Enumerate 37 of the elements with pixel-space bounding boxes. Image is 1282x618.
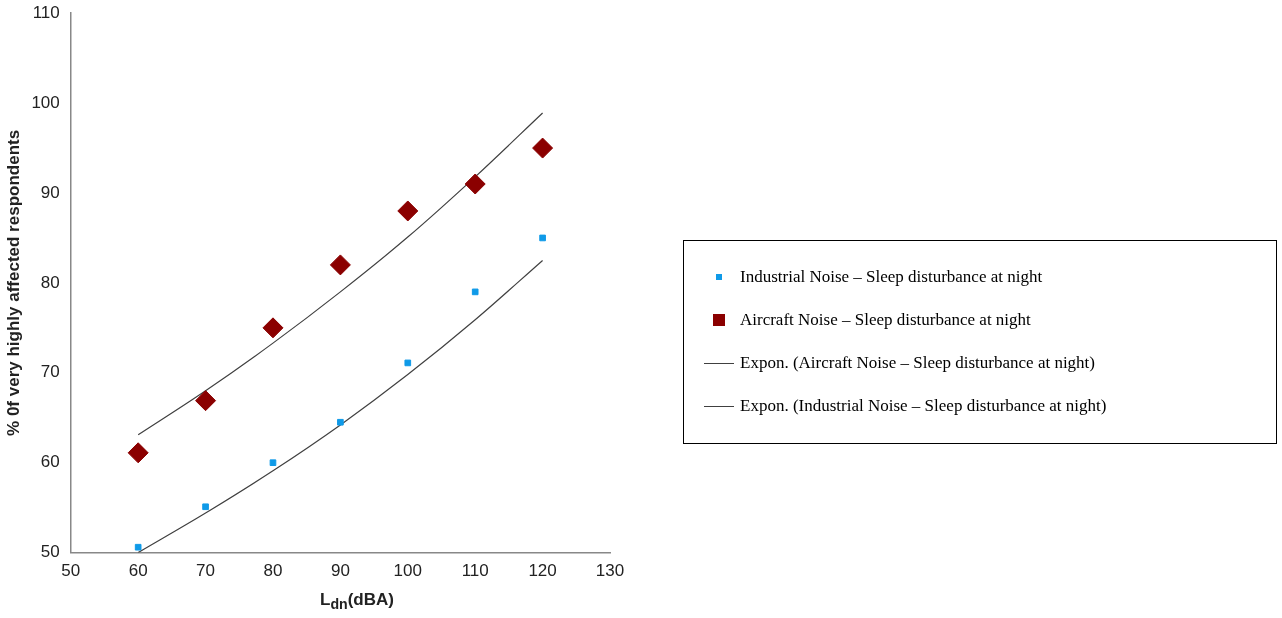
point	[202, 503, 209, 511]
point	[471, 288, 479, 296]
y-axis-title: % 0f very highly affected respondents	[3, 129, 23, 436]
point	[532, 137, 554, 159]
x-tick-label: 60	[128, 561, 148, 581]
point	[134, 543, 142, 551]
y-tick-label: 90	[40, 182, 60, 202]
point	[337, 418, 344, 426]
point	[464, 173, 486, 195]
y-tick-label: 100	[31, 92, 60, 112]
y-tick-label: 60	[40, 452, 60, 472]
x-tick-label: 100	[393, 561, 422, 581]
x-tick-label: 130	[595, 561, 625, 581]
y-tick-label: 110	[32, 2, 60, 22]
point	[329, 254, 351, 276]
x-tick-label: 70	[196, 561, 216, 581]
point	[397, 200, 419, 222]
y-tick-label: 80	[40, 272, 60, 292]
point	[539, 234, 546, 242]
point	[195, 390, 217, 412]
y-tick-label: 70	[40, 362, 60, 382]
legend-label: Expon. (Aircraft Noise – Sleep disturbance at night)	[740, 352, 1096, 373]
point	[404, 359, 412, 367]
x-tick-label: 80	[263, 561, 283, 581]
x-tick-label: 120	[528, 561, 557, 581]
x-axis-title: L$_{dn}$(dBA)	[319, 590, 395, 613]
legend-label: Industrial Noise – Sleep disturbance at night	[740, 266, 1043, 287]
x-tick-label: 90	[330, 561, 350, 581]
line-series	[137, 112, 544, 436]
point	[127, 442, 149, 464]
point	[269, 459, 277, 467]
x-tick-label: 50	[61, 561, 81, 581]
legend-label: Aircraft Noise – Sleep disturbance at night	[740, 309, 1031, 330]
y-tick-label: 50	[40, 542, 60, 562]
legend-label: Expon. (Industrial Noise – Sleep disturbance at night)	[740, 395, 1107, 416]
point	[262, 317, 284, 339]
x-tick-label: 110	[461, 561, 489, 581]
